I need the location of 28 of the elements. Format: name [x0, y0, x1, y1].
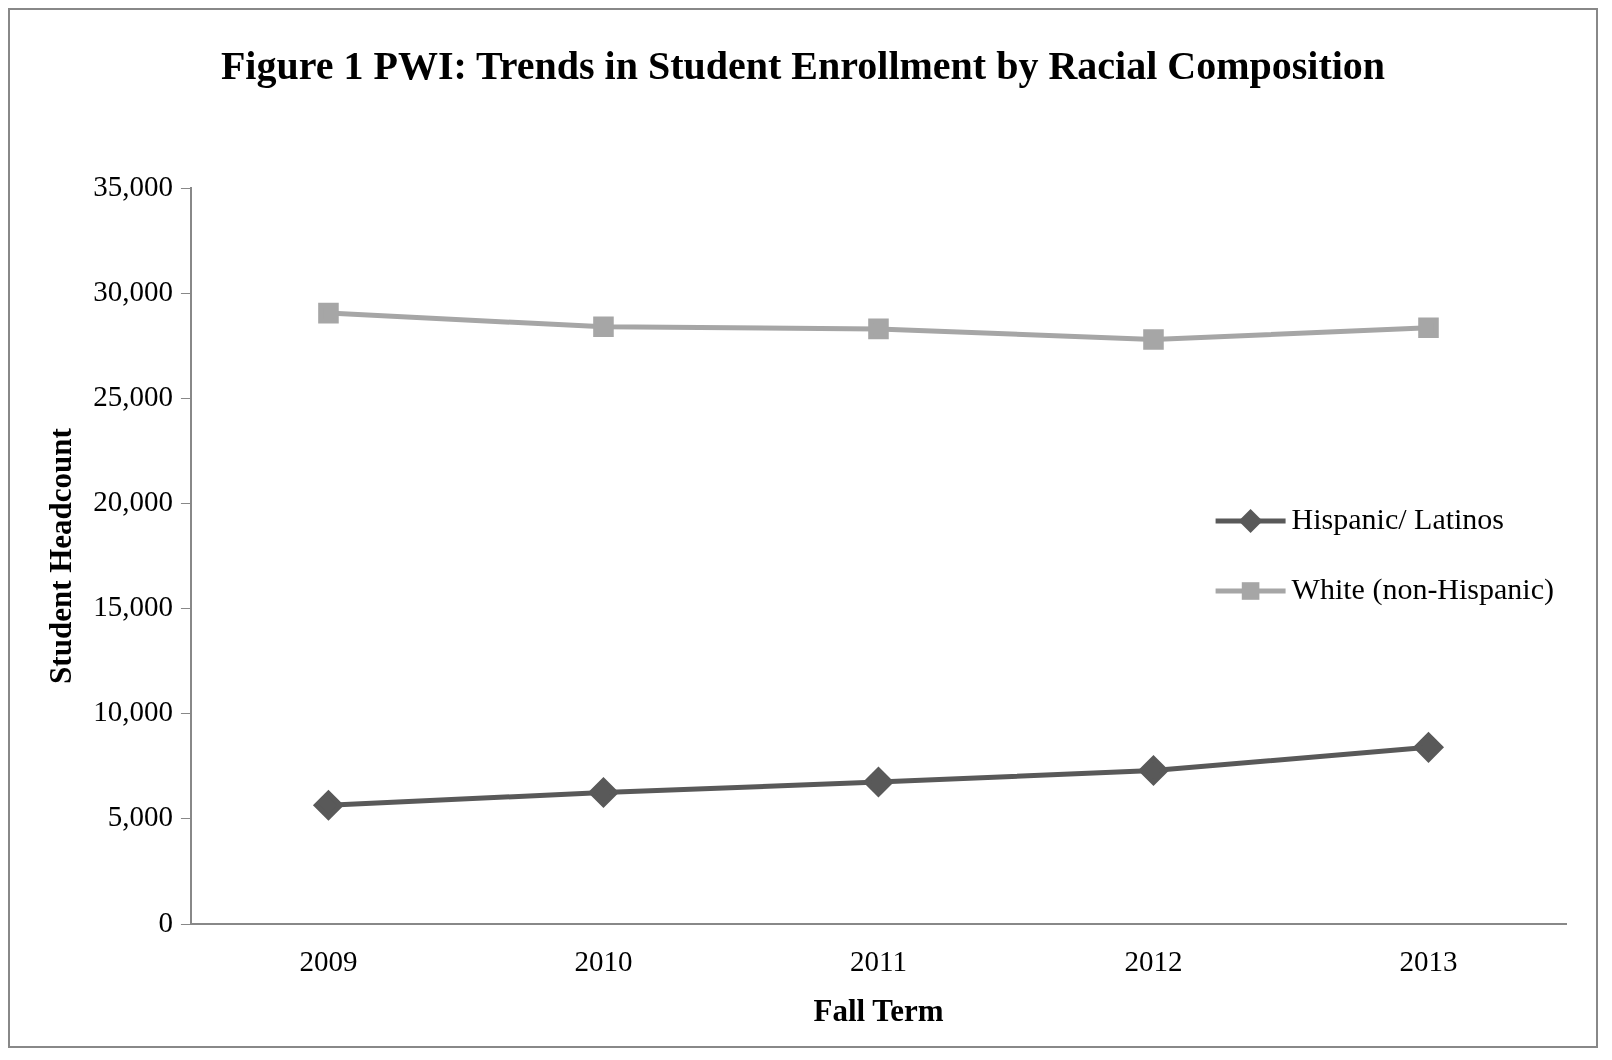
x-tick-label: 2009	[299, 945, 358, 978]
point	[1138, 755, 1168, 785]
y-tick-label: 15,000	[93, 590, 173, 623]
y-axis-title: Student Headcount	[42, 427, 78, 684]
x-axis-title: Fall Term	[813, 993, 944, 1029]
point	[318, 302, 339, 324]
legend-label: White (non-Hispanic)	[1291, 571, 1555, 606]
y-tick-label: 20,000	[93, 485, 173, 518]
y-tick-label: 25,000	[93, 379, 173, 412]
point	[1414, 732, 1443, 762]
point	[593, 316, 614, 338]
point	[313, 790, 343, 820]
chart-title: Figure 1 PWI: Trends in Student Enrollment by Racial Composition	[220, 43, 1386, 89]
legend-label: Hispanic/ Latinos	[1291, 501, 1505, 535]
point	[868, 318, 889, 340]
y-tick-label: 10,000	[93, 695, 173, 728]
x-tick-label: 2010	[574, 945, 633, 978]
y-tick-label: 35,000	[93, 169, 173, 202]
point	[863, 767, 893, 797]
x-tick-label: 2011	[850, 945, 907, 978]
point	[1143, 329, 1164, 350]
x-tick-label: 2012	[1124, 945, 1183, 978]
x-tick-label: 2013	[1399, 945, 1458, 978]
point	[1418, 317, 1439, 339]
y-tick-label: 5,000	[107, 800, 173, 833]
y-tick-label: 0	[158, 905, 173, 938]
y-tick-label: 30,000	[93, 274, 173, 307]
point	[588, 778, 618, 808]
